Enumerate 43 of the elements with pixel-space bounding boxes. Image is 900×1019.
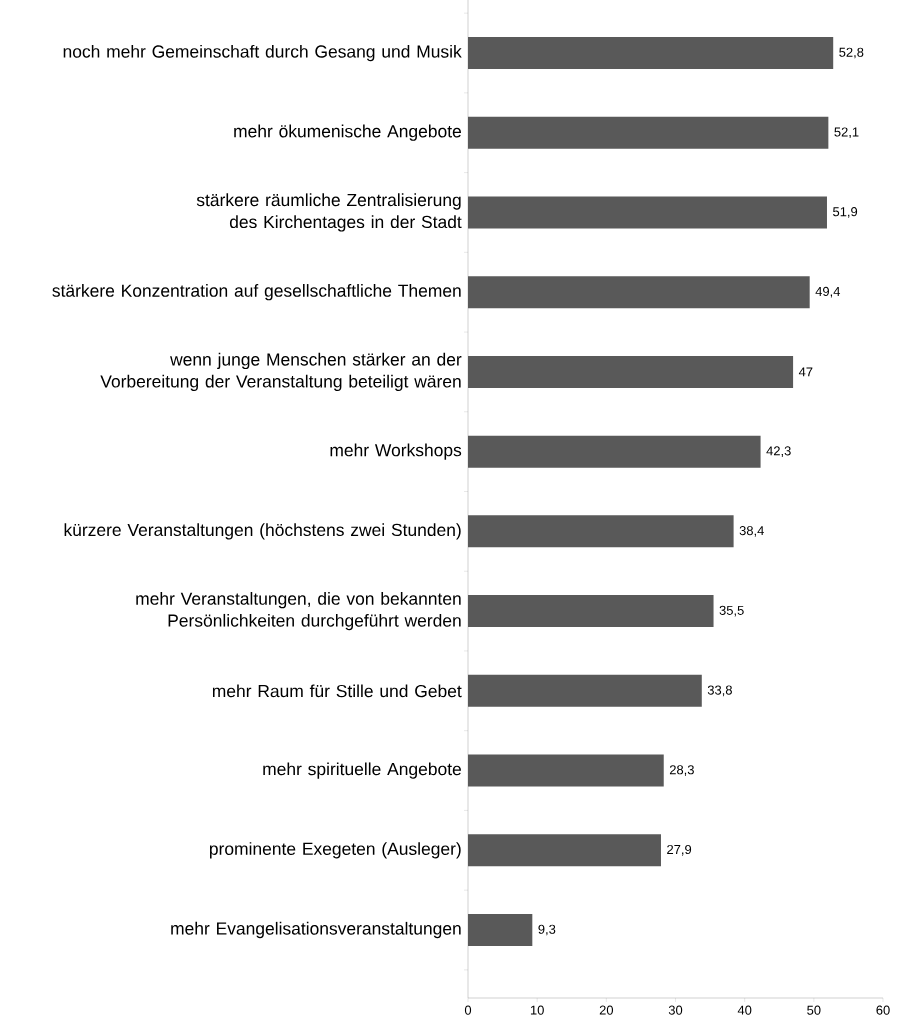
bar: [468, 834, 661, 867]
y-tick-label: prominente Exegeten (Ausleger): [209, 842, 461, 859]
y-tick-label: wenn junge Menschen stärker an der Vorbereitung der Veranstaltung beteiligt wären: [100, 352, 462, 392]
y-tick-label: mehr Workshops: [330, 443, 462, 460]
y-tick-label: mehr Veranstaltungen, die von bekannten Persönlichkeiten durchgeführt werden: [136, 592, 461, 631]
bar: [468, 595, 714, 628]
x-tick-label: 10: [530, 1005, 544, 1015]
bar: [468, 196, 827, 229]
x-tick-label: 50: [807, 1005, 821, 1015]
data-label: 42,3: [766, 446, 791, 457]
data-label: 51,9: [833, 207, 858, 218]
data-label: 47: [798, 367, 813, 377]
data-label: 28,3: [669, 765, 694, 776]
x-tick-label: 0: [464, 1005, 472, 1015]
bar: [468, 515, 734, 548]
y-tick-label: noch mehr Gemeinschaft durch Gesang und Musik: [63, 44, 462, 62]
data-label: 52,8: [839, 47, 864, 59]
y-tick-label: mehr Evangelisationsveranstaltungen: [171, 921, 461, 939]
bar: [468, 276, 810, 309]
y-tick-label: mehr ökumenische Angebote: [234, 124, 461, 141]
data-label: 9,3: [538, 924, 556, 936]
y-tick-label: stärkere Konzentration auf gesellschaftliche Themen: [52, 284, 461, 301]
bar: [468, 435, 761, 468]
x-tick-label: 40: [737, 1005, 752, 1015]
data-label: 35,5: [719, 605, 744, 617]
x-tick-label: 60: [876, 1005, 890, 1015]
bar: [468, 914, 533, 947]
data-label: 38,4: [739, 526, 764, 537]
x-tick-label: 30: [668, 1005, 683, 1015]
bar: [468, 355, 794, 388]
data-label: 27,9: [667, 844, 692, 856]
data-label: 33,8: [707, 685, 732, 697]
bar: [468, 116, 829, 149]
data-label: 49,4: [815, 286, 841, 298]
data-label: 52,1: [834, 127, 859, 139]
bar: [468, 37, 834, 70]
y-tick-label: mehr spirituelle Angebote: [263, 762, 461, 779]
y-tick-label: kürzere Veranstaltungen (höchstens zwei Stunden): [64, 523, 461, 540]
y-tick-label: mehr Raum für Stille und Gebet: [212, 684, 462, 698]
bar: [468, 754, 664, 787]
y-tick-label: stärkere räumliche Zentralisierung des Kirchentages in der Stadt: [196, 193, 462, 232]
x-tick-label: 20: [599, 1005, 614, 1015]
bar: [468, 674, 702, 707]
